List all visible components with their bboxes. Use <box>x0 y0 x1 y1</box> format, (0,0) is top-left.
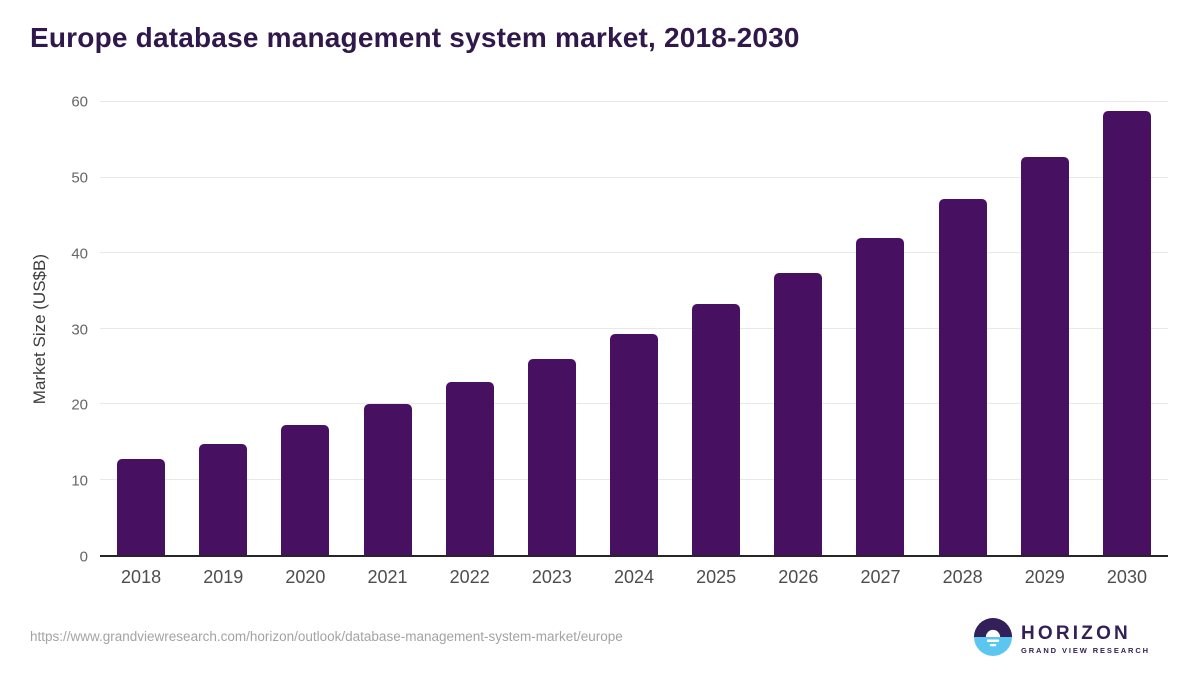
bar-2019 <box>199 444 248 555</box>
x-tick-label-2018: 2018 <box>121 567 162 587</box>
bar-slot-2024 <box>593 102 675 555</box>
gridline-30 <box>100 327 1168 329</box>
y-tick-label-50: 50 <box>71 169 88 187</box>
x-tick-label-2030: 2030 <box>1106 567 1147 587</box>
x-tick-label-2023: 2023 <box>531 567 572 587</box>
y-tick-label-10: 10 <box>71 472 88 490</box>
bar-2025 <box>692 304 741 555</box>
horizon-logo: HORIZON GRAND VIEW RESEARCH <box>973 618 1150 661</box>
bar-slot-2025 <box>675 102 757 555</box>
x-tick-label-2028: 2028 <box>942 567 983 587</box>
logo-sub-brand: GRAND VIEW RESEARCH <box>1020 645 1150 655</box>
bar-slot-2018 <box>100 102 182 555</box>
y-tick-label-30: 30 <box>71 321 88 338</box>
bar-slot-2023 <box>511 102 593 555</box>
horizon-logo-icon <box>973 618 1012 661</box>
logo-text: HORIZON GRAND VIEW RESEARCH <box>1021 624 1150 655</box>
bar-slot-2020 <box>264 102 346 555</box>
plot-area <box>100 101 1168 557</box>
y-tick-label-20: 20 <box>71 396 88 414</box>
x-tick-label-2025: 2025 <box>696 567 737 587</box>
x-tick-label-2022: 2022 <box>449 567 490 587</box>
x-axis-labels: 2018 2019 2020 2021 2022 2023 2024 2025 2026 2027… <box>100 567 1168 588</box>
bar-2022 <box>445 382 494 555</box>
bar-slot-2028 <box>922 102 1004 555</box>
bar-2021 <box>363 404 412 555</box>
x-tick-label-2026: 2026 <box>778 567 819 587</box>
x-tick-label-2021: 2021 <box>367 567 408 587</box>
bar-2027 <box>856 237 905 555</box>
bar-2023 <box>527 358 576 555</box>
page-title: Europe database management system market… <box>30 22 800 53</box>
source-url: https://www.grandviewresearch.com/horizo… <box>30 629 623 644</box>
bar-slot-2019 <box>182 102 264 555</box>
x-tick-label-2029: 2029 <box>1024 567 1065 587</box>
y-tick-label-60: 60 <box>71 93 88 111</box>
x-tick-label-2027: 2027 <box>860 567 901 587</box>
bar-slot-2026 <box>757 102 839 555</box>
bar-2018 <box>117 459 166 555</box>
y-axis-ticks: 0 10 20 30 40 50 60 <box>0 95 88 565</box>
bar-2024 <box>610 333 659 555</box>
gridline-40 <box>100 252 1168 254</box>
y-tick-label-0: 0 <box>79 548 88 566</box>
bar-2020 <box>281 425 330 555</box>
bars-row <box>100 102 1168 555</box>
bar-slot-2022 <box>429 102 511 555</box>
y-tick-label-40: 40 <box>71 245 88 263</box>
bar-slot-2030 <box>1086 102 1168 555</box>
x-tick-label-2020: 2020 <box>285 567 326 587</box>
bar-2026 <box>774 272 823 555</box>
x-tick-label-2024: 2024 <box>613 567 655 587</box>
bar-slot-2021 <box>346 102 428 555</box>
bar-2029 <box>1020 157 1069 555</box>
gridline-50 <box>100 176 1168 178</box>
bar-slot-2027 <box>839 102 921 555</box>
x-tick-label-2019: 2019 <box>203 567 244 587</box>
bar-slot-2029 <box>1004 102 1086 555</box>
bar-2028 <box>938 199 987 555</box>
logo-brand: HORIZON <box>1020 623 1131 645</box>
gridline-60 <box>100 101 1168 102</box>
bar-2030 <box>1102 111 1151 555</box>
